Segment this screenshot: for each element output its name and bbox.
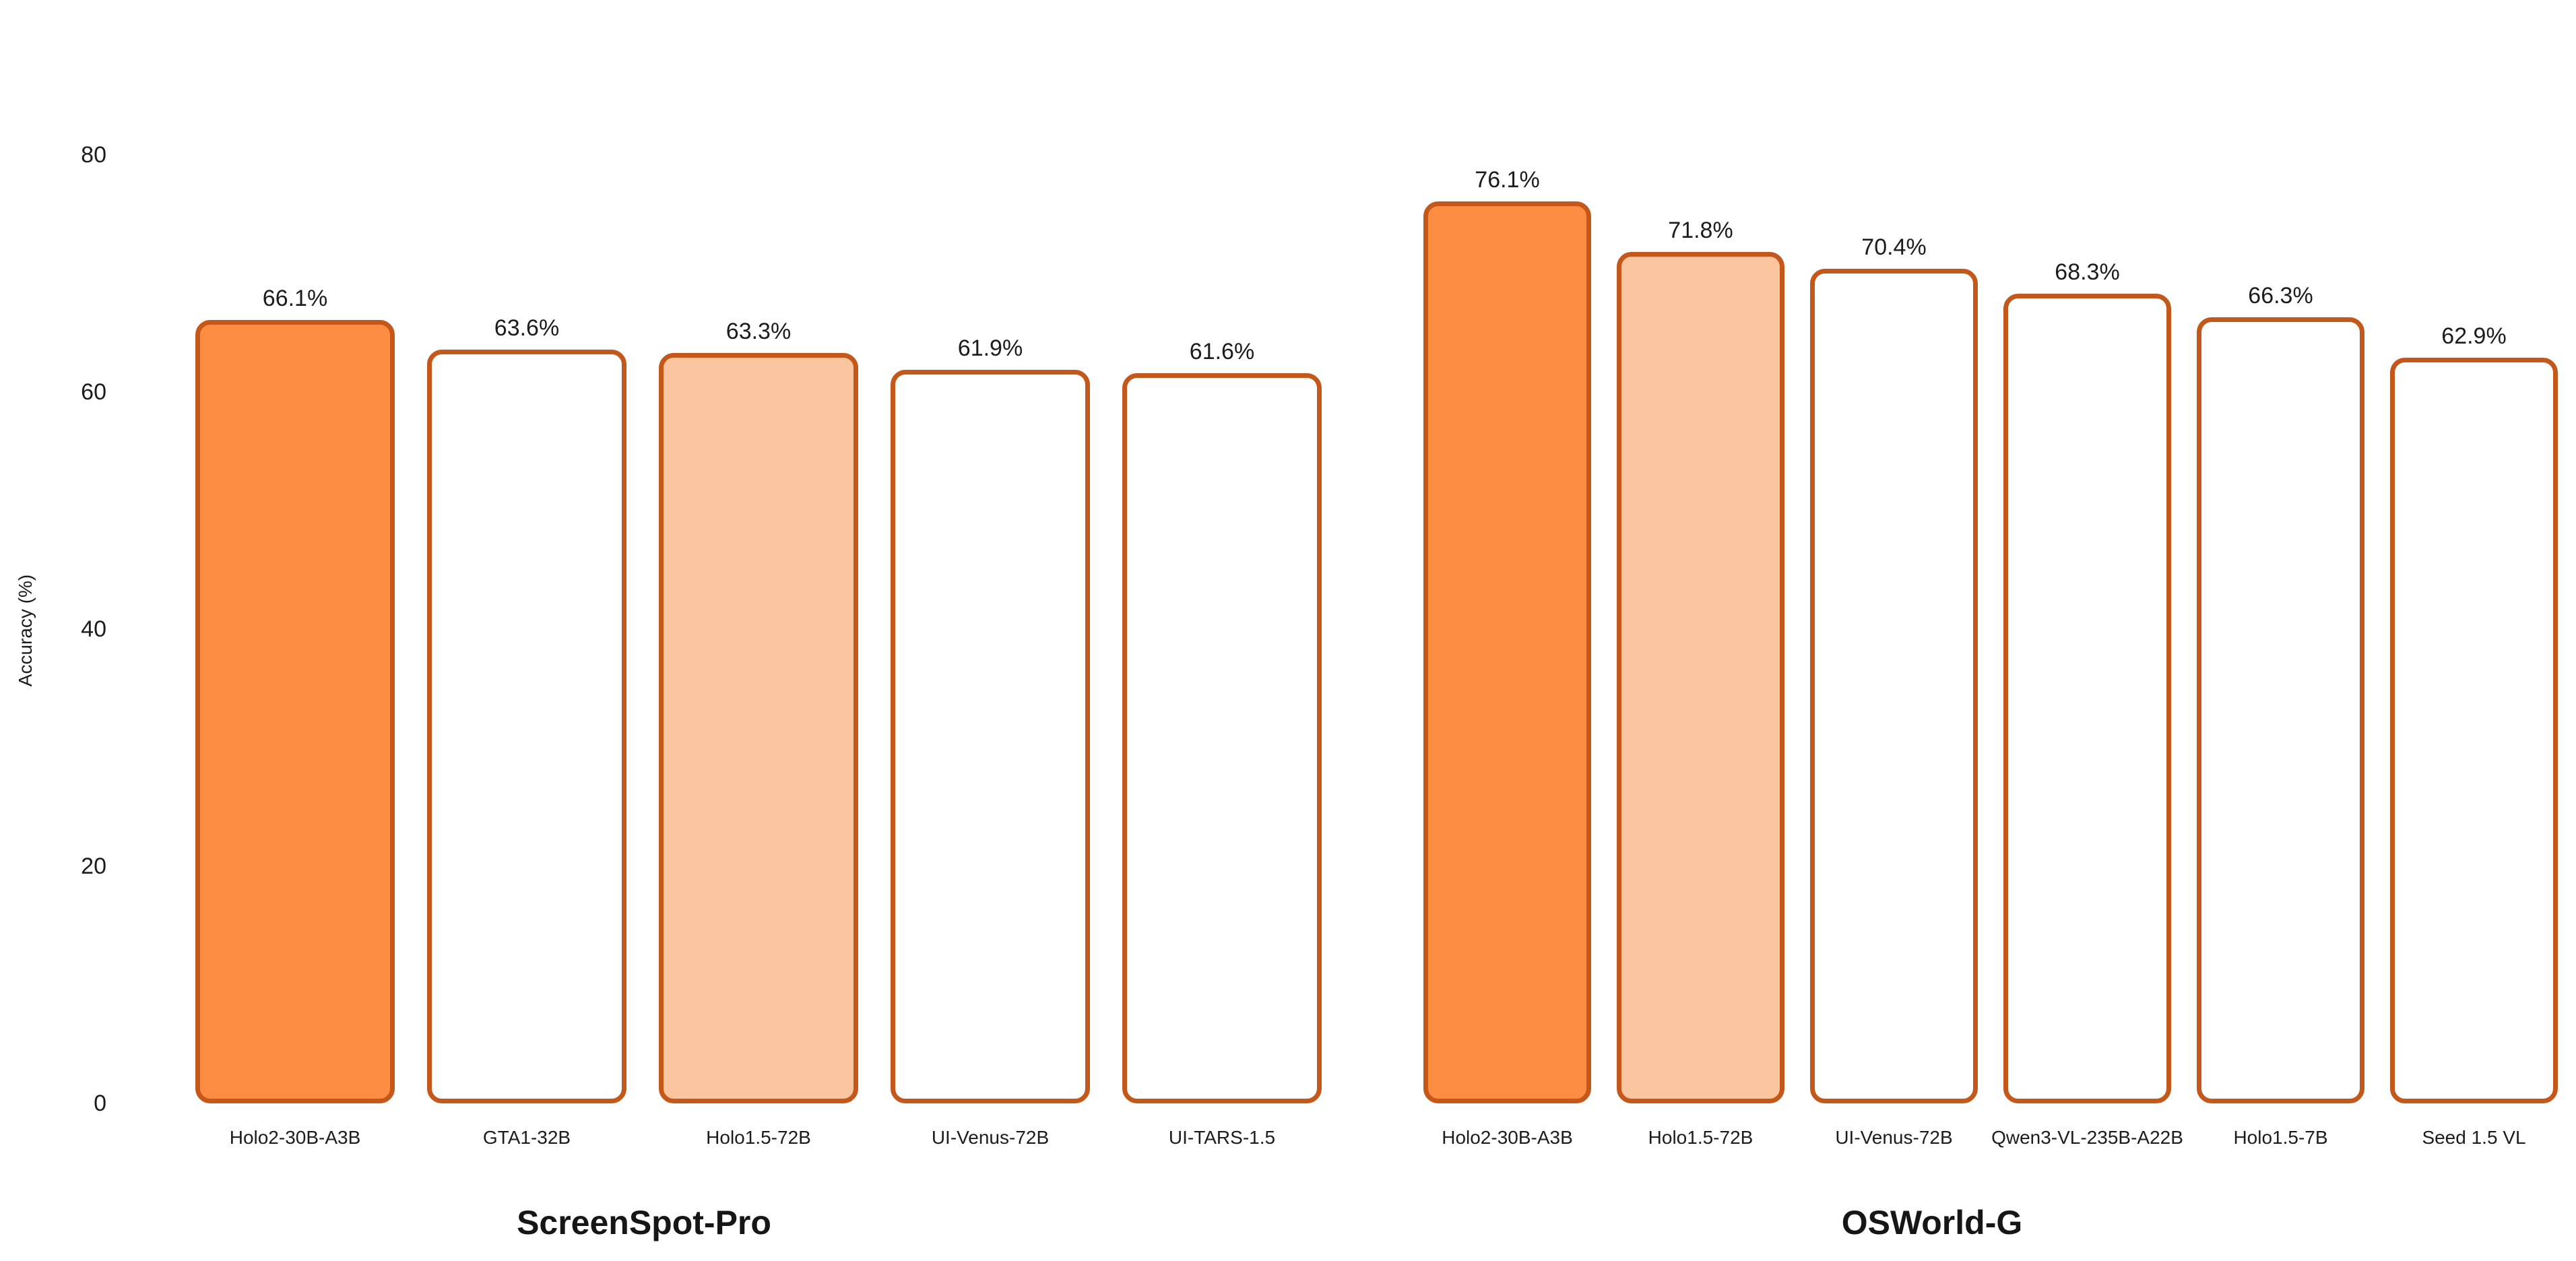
- bar-ui-tars-1-5: [1122, 373, 1322, 1103]
- bar-value-label: 61.9%: [957, 335, 1023, 361]
- bar-value-label: 61.6%: [1189, 339, 1255, 364]
- bar-ui-venus-72b: [1810, 269, 1978, 1103]
- bar-value-label: 63.6%: [494, 315, 560, 341]
- bar-value-label: 63.3%: [726, 319, 792, 344]
- bar-holo1-5-7b: [2197, 317, 2364, 1103]
- bar-value-label: 66.1%: [262, 286, 328, 311]
- x-axis-label: UI-Venus-72B: [1835, 1127, 1953, 1148]
- x-axis-label: Holo1.5-72B: [1648, 1127, 1753, 1148]
- x-axis-label: Qwen3-VL-235B-A22B: [1991, 1127, 2183, 1148]
- x-axis-label: GTA1-32B: [482, 1127, 571, 1148]
- y-axis-tick-60: 60: [81, 379, 106, 405]
- bar-ui-venus-72b: [891, 370, 1090, 1103]
- bar-value-label: 76.1%: [1475, 167, 1540, 193]
- bar-value-label: 66.3%: [2248, 283, 2313, 309]
- x-axis-label: UI-Venus-72B: [931, 1127, 1050, 1148]
- x-axis-label: Holo1.5-7B: [2233, 1127, 2328, 1148]
- bar-holo1-5-72b: [659, 353, 858, 1103]
- y-axis-tick-0: 0: [94, 1091, 106, 1116]
- bar-value-label: 68.3%: [2055, 259, 2120, 285]
- y-axis-tick-40: 40: [81, 616, 106, 642]
- x-axis-label: Holo1.5-72B: [706, 1127, 811, 1148]
- bar-value-label: 70.4%: [1861, 234, 1927, 260]
- x-axis-label: Holo2-30B-A3B: [229, 1127, 361, 1148]
- bar-qwen3-vl-235b-a22b: [2003, 294, 2171, 1103]
- y-axis-tick-80: 80: [81, 142, 106, 168]
- y-axis-tick-20: 20: [81, 853, 106, 879]
- x-axis-label: Seed 1.5 VL: [2422, 1127, 2526, 1148]
- bar-holo1-5-72b: [1617, 252, 1784, 1103]
- bar-holo2-30b-a3b: [195, 320, 395, 1103]
- chart-title-osworld-g: OSWorld-G: [1841, 1204, 2023, 1241]
- bar-seed-1-5-vl: [2390, 358, 2558, 1103]
- screenspot-pro-chart: Accuracy (%) ScreenSpot-Pro 66.1% Holo2-3…: [15, 142, 1322, 1241]
- osworld-g-chart: OSWorld-G 76.1% Holo2-30B-A3B 71.8% Holo1.5…: [1288, 0, 2576, 1261]
- bar-value-label: 62.9%: [2441, 323, 2507, 349]
- x-axis-label: Holo2-30B-A3B: [1442, 1127, 1573, 1148]
- chart-title-screenspot-pro: ScreenSpot-Pro: [517, 1204, 771, 1241]
- bar-holo2-30b-a3b: [1423, 201, 1591, 1103]
- bar-gta1-32b: [427, 350, 626, 1103]
- bar-value-label: 71.8%: [1668, 218, 1733, 243]
- x-axis-label: UI-TARS-1.5: [1168, 1127, 1276, 1148]
